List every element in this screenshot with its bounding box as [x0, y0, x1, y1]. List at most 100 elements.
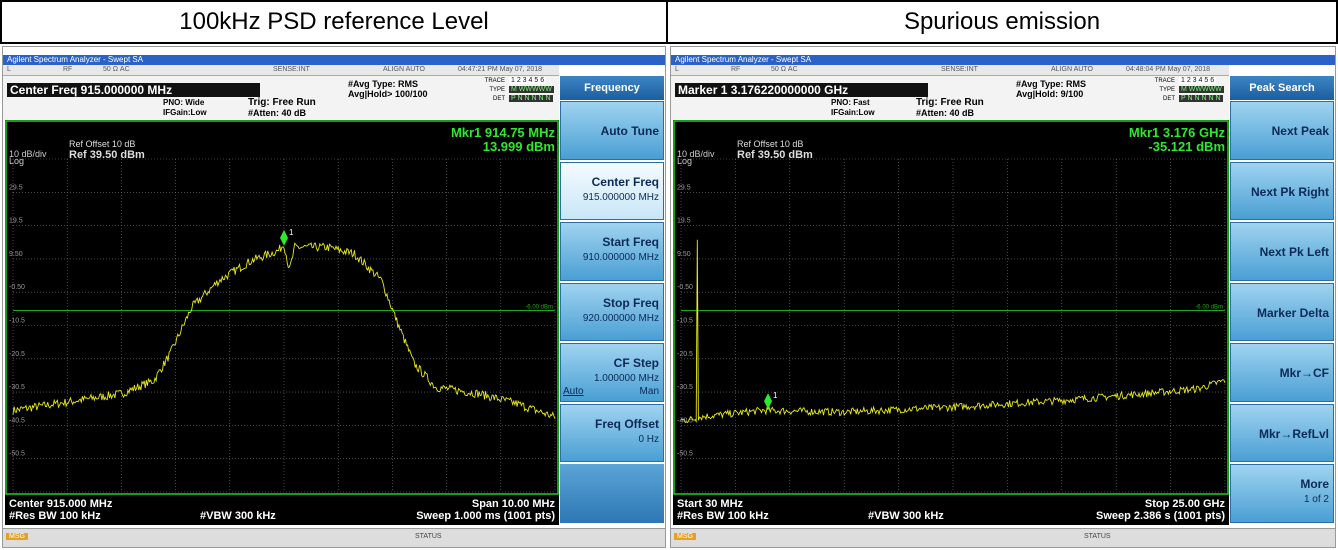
graph-bg — [5, 120, 559, 525]
graph-frame — [673, 120, 1229, 495]
ifgain: IFGain:Low — [163, 108, 207, 117]
softkey[interactable]: Start Freq 910.000000 MHz — [560, 222, 664, 281]
trace — [681, 239, 1226, 424]
bottom-annotation: #VBW 300 kHz — [868, 510, 944, 522]
softkey[interactable]: Next Pk Left — [1230, 222, 1334, 281]
softkey-label: Center Freq — [591, 174, 659, 189]
bottom-annotation: #Res BW 100 kHz — [677, 510, 769, 522]
softkey[interactable]: More 1 of 2 — [1230, 464, 1334, 523]
status-bar — [671, 528, 1335, 547]
ref-offset: Ref Offset 10 dB — [69, 139, 135, 149]
y-axis-label: 19.5 — [9, 218, 23, 225]
status-row: L RF 50 Ω AC SENSE:INT ALIGN AUTO 04:48:04 PM… — [671, 65, 1229, 76]
status-field: 50 Ω AC — [771, 66, 798, 73]
bottom-annotation: Start 30 MHz — [677, 498, 744, 510]
trace-label: TRACE — [1154, 78, 1175, 84]
bottom-annotation: #Res BW 100 kHz — [9, 510, 101, 522]
pno: PNO: Wide — [163, 98, 205, 107]
scale-type: Log — [9, 156, 24, 166]
scale-type: Log — [677, 156, 692, 166]
bottom-annotation: Sweep 1.000 ms (1001 pts) — [416, 510, 555, 522]
graph-bg — [673, 120, 1229, 525]
softkey — [560, 464, 664, 523]
y-axis-label: -20.5 — [9, 351, 25, 358]
status-field: SENSE:INT — [941, 66, 978, 73]
status-field: 50 Ω AC — [103, 66, 130, 73]
app-title-bar: Agilent Spectrum Analyzer - Swept SA — [3, 55, 665, 65]
status: STATUS — [1084, 533, 1111, 540]
ref-level: Ref 39.50 dBm — [737, 149, 813, 161]
softkey[interactable]: Next Pk Right — [1230, 161, 1334, 221]
softkey[interactable]: Freq Offset 0 Hz — [560, 403, 664, 463]
softkey-label: CF Step — [613, 356, 659, 371]
ifgain: IFGain:Low — [831, 108, 875, 117]
trace — [12, 242, 556, 419]
trace-label: DET — [493, 96, 505, 102]
y-axis-label: -40.5 — [9, 417, 25, 424]
display-line-label: -6.00 dBm — [1195, 305, 1223, 311]
softkey[interactable]: Mkr→CF — [1230, 343, 1334, 402]
softkey-label: Start Freq — [602, 235, 659, 250]
graph: 29.519.59.50-0.50-10.5-20.5-30.5-40.5-50… — [673, 120, 1229, 525]
y-axis-label: -20.5 — [677, 351, 693, 358]
marker-readout: Mkr1 914.75 MHz — [451, 125, 556, 140]
softkey-option: Auto — [563, 385, 584, 397]
trace-label: TYPE — [1159, 87, 1175, 93]
softkey-value: 0 Hz — [638, 433, 659, 445]
status-field: RF — [63, 66, 73, 73]
bottom-annotation: Stop 25.00 GHz — [1145, 498, 1226, 510]
trace-value: P N N N N N — [1179, 95, 1223, 102]
softkey[interactable]: Marker Delta — [1230, 282, 1334, 342]
softkey[interactable]: Stop Freq 920.000000 MHz — [560, 282, 664, 342]
trig: Trig: Free Run — [248, 97, 316, 108]
softkey[interactable]: Mkr→RefLvl — [1230, 403, 1334, 463]
header-title: 100kHz PSD reference Level — [179, 8, 489, 35]
graph-frame — [5, 120, 559, 495]
softkey-label: Auto Tune — [600, 124, 659, 138]
softkey-label: Next Pk Left — [1259, 245, 1329, 260]
analyzer-screen: Agilent Spectrum Analyzer - Swept SA L RF 5… — [670, 46, 1336, 548]
softkey-value: 1.000000 MHz — [593, 373, 659, 385]
display-line-label: -6.00 dBm — [525, 305, 553, 311]
trace-value: 1 2 3 4 5 6 — [509, 77, 547, 84]
softkey[interactable]: Center Freq 915.000000 MHz — [560, 161, 664, 221]
trace-value: P N N N N N — [509, 95, 553, 102]
y-axis-label: 9.50 — [9, 251, 23, 258]
softkey[interactable]: Next Peak — [1230, 101, 1334, 160]
softkey-label: Mkr→CF — [1279, 366, 1329, 381]
header-cell: Spurious emission — [666, 0, 1338, 44]
msg: MSG — [6, 533, 28, 540]
app-title-bar: Agilent Spectrum Analyzer - Swept SA — [671, 55, 1335, 65]
scale: 10 dB/div — [9, 149, 47, 159]
bottom-annotation: Span 10.00 MHz — [472, 498, 556, 510]
marker-value: 13.999 dBm — [483, 139, 555, 154]
bottom-annotation: Sweep 2.386 s (1001 pts) — [1096, 510, 1225, 522]
analyzer-screen: Agilent Spectrum Analyzer - Swept SA L RF 5… — [2, 46, 666, 548]
status-field: 04:48:04 PM May 07, 2018 — [1126, 66, 1211, 73]
y-axis-label: 19.5 — [677, 218, 691, 225]
ref-level: Ref 39.50 dBm — [69, 149, 145, 161]
avg-type: #Avg Type: RMS — [348, 79, 419, 89]
trace-value: M WWWWW — [1179, 86, 1224, 93]
softkey-label: More — [1300, 477, 1329, 492]
y-axis-label: -30.5 — [677, 384, 693, 391]
y-axis-label: 29.5 — [9, 184, 23, 191]
softkey-value: 915.000000 MHz — [582, 191, 659, 203]
status-field: SENSE:INT — [273, 66, 310, 73]
avg-type: #Avg Type: RMS — [1016, 79, 1087, 89]
softkey[interactable]: Auto Tune — [560, 101, 664, 160]
y-axis-label: -10.5 — [677, 318, 693, 325]
status-field: ALIGN AUTO — [383, 66, 425, 73]
y-axis-label: 29.5 — [677, 184, 691, 191]
softkey[interactable]: CF Step 1.000000 MHz Auto Man — [560, 343, 664, 402]
status-row: L RF 50 Ω AC SENSE:INT ALIGN AUTO 04:47:21 PM… — [3, 65, 559, 76]
bottom-annotation: Center 915.000 MHz — [9, 498, 113, 510]
atten: #Atten: 40 dB — [916, 108, 975, 118]
marker-diamond — [764, 393, 773, 410]
softkey-label: Next Pk Right — [1250, 184, 1329, 199]
softkey-option: Man — [639, 385, 659, 397]
main-setting: Marker 1 3.176220000000 GHz — [675, 83, 928, 97]
trace-value: 1 2 3 4 5 6 — [1179, 77, 1217, 84]
softkey-label: Mkr→RefLvl — [1258, 426, 1329, 441]
